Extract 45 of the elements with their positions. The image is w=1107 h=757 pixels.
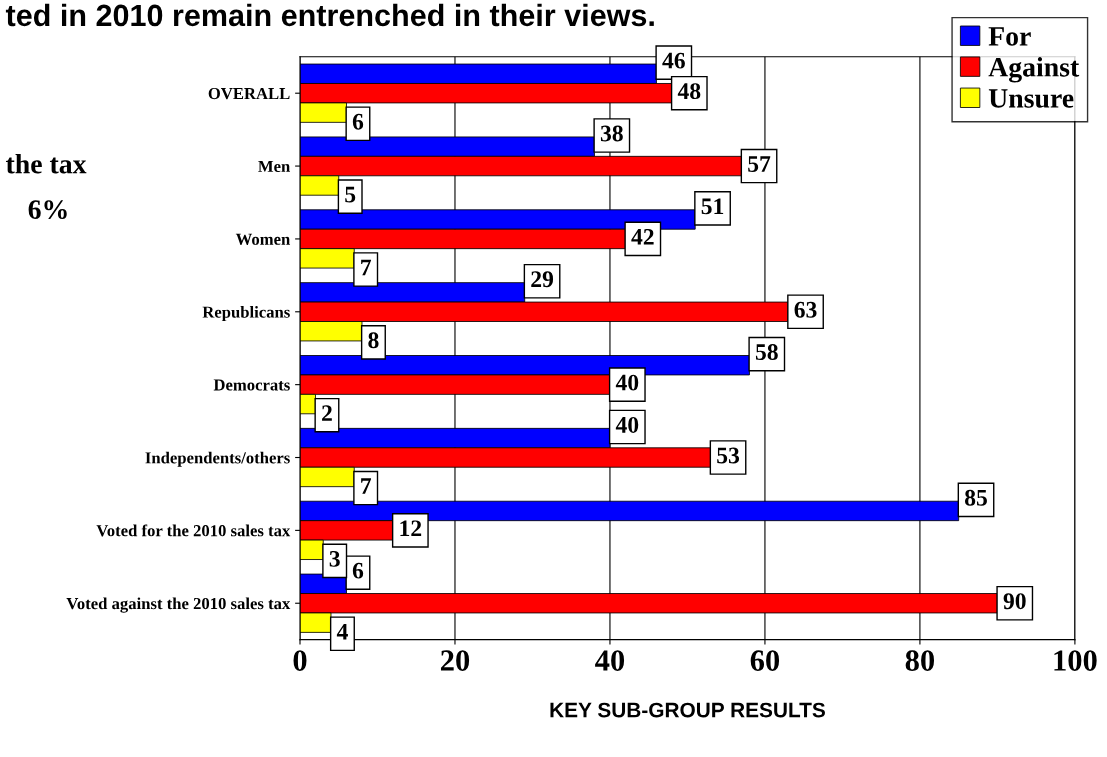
data-label: 6 [352, 562, 364, 579]
data-label: 57 [748, 156, 771, 172]
data-label: 90 [1003, 593, 1026, 610]
y-tick-label: Voted against the 2010 sales tax [66, 597, 291, 613]
chart-title: ted in 2010 remain entrenched in their views. [5, 3, 654, 27]
data-label: 58 [755, 344, 778, 361]
data-label: 7 [361, 259, 372, 276]
y-tick-label: Men [258, 160, 291, 172]
data-label: 42 [631, 228, 654, 245]
data-label: 63 [794, 301, 817, 318]
data-label: 7 [361, 478, 372, 494]
y-tick-label: OVERALL [208, 87, 290, 100]
legend-label: Against [988, 57, 1080, 83]
x-axis-title: KEY SUB-GROUP RESULTS [550, 702, 825, 718]
data-label: 5 [345, 186, 356, 203]
x-tick-label: 60 [750, 650, 780, 671]
data-label: 38 [600, 125, 623, 142]
x-tick-label: 40 [595, 650, 625, 671]
y-tick-label: Voted for the 2010 sales tax [96, 524, 291, 537]
data-label: 8 [368, 332, 379, 349]
y-tick-label: Independents/others [145, 451, 290, 467]
data-label: 3 [329, 550, 340, 567]
y-tick-label: Democrats [213, 379, 290, 391]
text: 6% [28, 200, 67, 219]
y-tick-label: Republicans [202, 306, 290, 322]
x-tick-label: 20 [440, 650, 470, 671]
data-label: 48 [677, 83, 701, 100]
legend-label: For [988, 27, 1031, 46]
data-label: 40 [615, 416, 639, 433]
data-label: 12 [400, 520, 422, 537]
text: the tax [5, 153, 87, 174]
x-tick-label: 80 [905, 650, 935, 671]
data-label: 51 [701, 198, 724, 215]
data-label: 6 [352, 113, 364, 130]
legend-label: Unsure [988, 89, 1074, 108]
data-label: 4 [336, 623, 348, 640]
data-label: 40 [615, 374, 639, 391]
data-label: 29 [531, 271, 554, 288]
x-tick-label: 0 [293, 650, 307, 671]
data-label: 53 [717, 447, 740, 464]
y-tick-label: Women [235, 233, 291, 245]
data-label: 46 [662, 52, 685, 69]
data-label: 85 [965, 489, 987, 506]
x-tick-label: 100 [1054, 650, 1097, 671]
data-label: 2 [322, 405, 332, 421]
